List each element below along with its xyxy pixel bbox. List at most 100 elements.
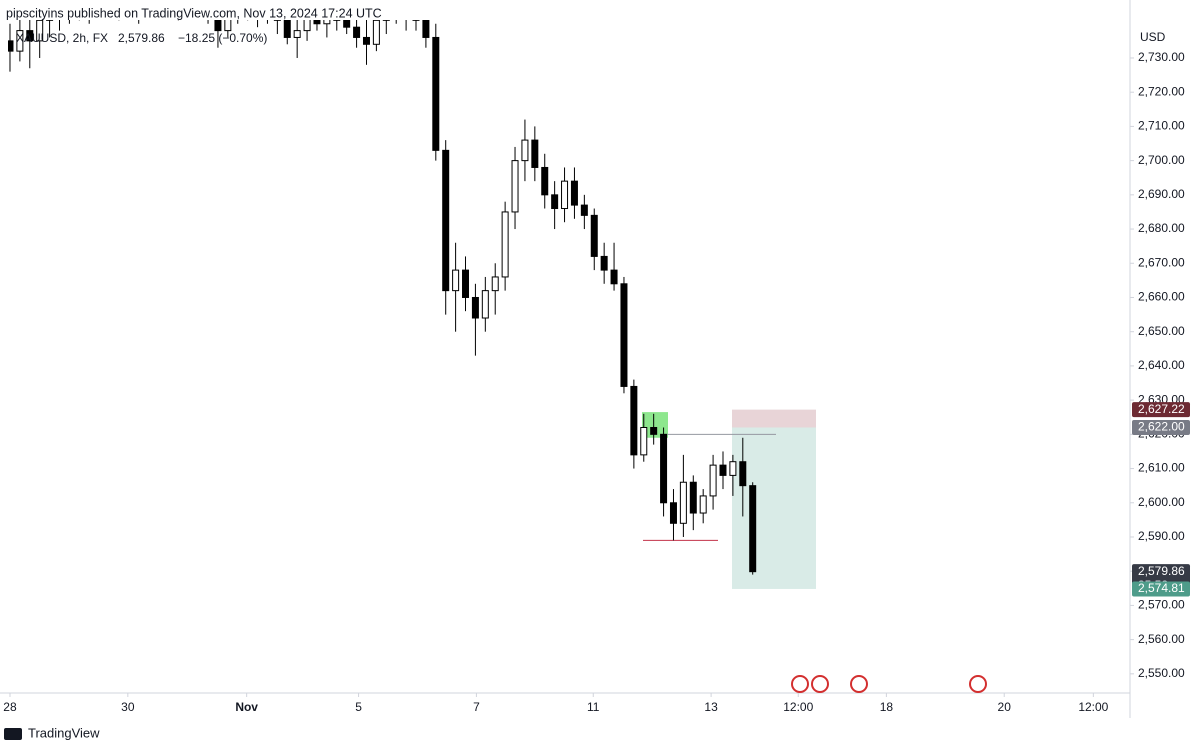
y-tick-label: 2,660.00 bbox=[1138, 290, 1185, 304]
stop-zone bbox=[732, 409, 816, 428]
x-tick-label: 28 bbox=[3, 700, 17, 714]
candle-body bbox=[46, 20, 54, 21]
candle-body bbox=[116, 0, 122, 3]
candle-body bbox=[531, 139, 539, 168]
candle-body bbox=[521, 139, 529, 162]
price-label-box bbox=[1132, 581, 1190, 597]
candle-body bbox=[541, 166, 549, 196]
candle-body bbox=[273, 20, 281, 21]
candle-body bbox=[313, 20, 321, 25]
brand-logo bbox=[4, 728, 22, 740]
candle-body bbox=[293, 30, 301, 38]
price-label: 2,574.81 bbox=[1138, 581, 1185, 595]
x-tick-label: 12:00 bbox=[783, 700, 813, 714]
candle-body bbox=[412, 20, 420, 21]
candle-body bbox=[462, 269, 470, 298]
y-tick-label: 2,570.00 bbox=[1138, 598, 1185, 612]
candle-body bbox=[739, 461, 747, 487]
candle-body bbox=[719, 464, 727, 476]
candle-body bbox=[709, 464, 717, 497]
candle-body bbox=[8, 40, 14, 52]
x-tick-label: 11 bbox=[587, 700, 600, 714]
candle-body bbox=[551, 194, 559, 210]
x-tick-label: 13 bbox=[704, 700, 718, 714]
y-tick-label: 2,690.00 bbox=[1138, 187, 1185, 201]
candle-body bbox=[362, 36, 370, 45]
candle-body bbox=[303, 20, 311, 32]
candle-body bbox=[26, 30, 34, 42]
y-tick-label: 2,730.00 bbox=[1138, 50, 1185, 64]
candle-body bbox=[106, 0, 112, 3]
candle-body bbox=[699, 495, 707, 514]
x-tick-label: Nov bbox=[235, 700, 258, 714]
candle-body bbox=[749, 485, 757, 573]
y-tick-label: 2,560.00 bbox=[1138, 632, 1185, 646]
last-price: 2,579.86 bbox=[118, 31, 165, 45]
candle-body bbox=[442, 149, 450, 292]
candle-body bbox=[640, 426, 648, 456]
candle-body bbox=[590, 214, 598, 257]
y-tick-label: 2,610.00 bbox=[1138, 461, 1185, 475]
y-tick-label: 2,680.00 bbox=[1138, 221, 1185, 235]
candle-body bbox=[353, 26, 361, 38]
candle-body bbox=[224, 20, 232, 32]
x-tick-label: 30 bbox=[121, 700, 135, 714]
candle-body bbox=[452, 269, 460, 292]
candle-body bbox=[432, 36, 440, 151]
candle-body bbox=[323, 20, 331, 25]
price-label-box bbox=[1132, 402, 1190, 418]
brand: TradingView bbox=[28, 725, 100, 740]
candle-body bbox=[491, 276, 499, 292]
y-tick-label: 2,670.00 bbox=[1138, 255, 1185, 269]
candle-body bbox=[471, 296, 479, 319]
unit: USD bbox=[1140, 30, 1166, 44]
symbol: XAUUSD, 2h, FX bbox=[16, 31, 108, 45]
candle-body bbox=[600, 255, 608, 271]
candle-body bbox=[403, 7, 409, 17]
candle-body bbox=[669, 502, 677, 524]
y-tick-label: 2,710.00 bbox=[1138, 119, 1185, 133]
y-tick-label: 2,590.00 bbox=[1138, 529, 1185, 543]
candle-body bbox=[729, 461, 737, 476]
candle-body bbox=[679, 481, 687, 524]
x-tick-label: 7 bbox=[473, 700, 480, 714]
candle-body bbox=[165, 0, 171, 3]
candle-body bbox=[689, 481, 697, 514]
candle-body bbox=[561, 180, 569, 210]
candle-body bbox=[620, 283, 628, 387]
candle-body bbox=[610, 269, 618, 285]
target-zone bbox=[732, 427, 816, 589]
candle-body bbox=[422, 20, 430, 38]
candle-body bbox=[630, 385, 638, 456]
y-tick-label: 2,640.00 bbox=[1138, 358, 1185, 372]
candle-body bbox=[372, 20, 380, 45]
publisher: pipscityins published on TradingView.com… bbox=[6, 6, 382, 20]
y-tick-label: 2,700.00 bbox=[1138, 153, 1185, 167]
y-tick-label: 2,600.00 bbox=[1138, 495, 1185, 509]
y-tick-label: 2,650.00 bbox=[1138, 324, 1185, 338]
change: −18.25 (−0.70%) bbox=[178, 31, 267, 45]
x-tick-label: 5 bbox=[355, 700, 362, 714]
x-tick-label: 18 bbox=[880, 700, 894, 714]
y-tick-label: 2,550.00 bbox=[1138, 666, 1185, 680]
plot-area bbox=[8, 0, 816, 589]
candle-body bbox=[382, 20, 390, 21]
price-label-box bbox=[1132, 419, 1190, 435]
candle-body bbox=[36, 20, 44, 42]
event-flags bbox=[791, 675, 987, 693]
candle-body bbox=[650, 426, 658, 435]
candle-body bbox=[660, 433, 668, 504]
candle-body bbox=[501, 211, 509, 278]
x-tick-label: 20 bbox=[998, 700, 1012, 714]
x-tick-label: 12:00 bbox=[1078, 700, 1108, 714]
candle-body bbox=[481, 290, 489, 319]
price-label: 2,627.22 bbox=[1138, 402, 1185, 416]
price-label: 2,579.86 bbox=[1138, 564, 1185, 578]
candle-body bbox=[16, 30, 24, 52]
candle-body bbox=[393, 10, 399, 17]
y-tick-label: 2,720.00 bbox=[1138, 84, 1185, 98]
candle-body bbox=[214, 20, 222, 32]
candle-body bbox=[283, 20, 291, 38]
candle-body bbox=[343, 20, 351, 28]
